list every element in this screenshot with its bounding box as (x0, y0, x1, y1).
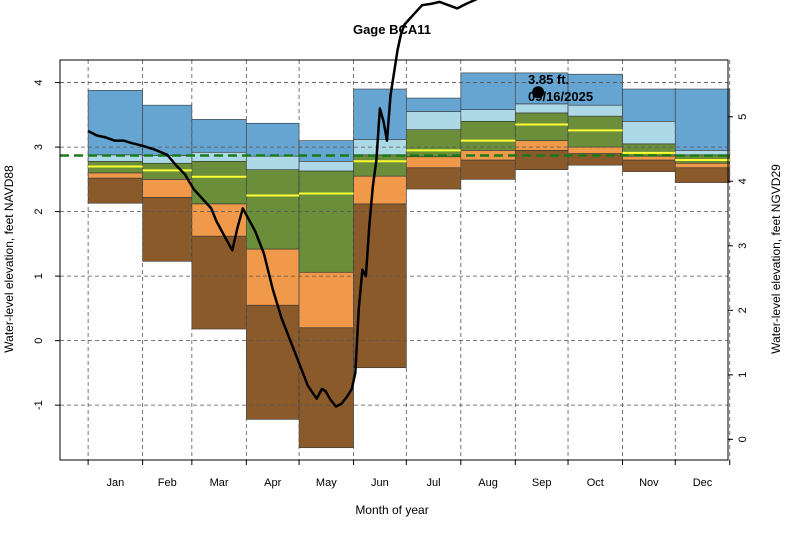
band-min-p10-mar (191, 235, 247, 330)
band-p75-p90-apr (246, 155, 300, 170)
band-min-p10-nov (622, 159, 676, 172)
band-min-p10-jul (406, 167, 462, 190)
band-p90-max-apr (246, 122, 300, 157)
band-p10-p25-feb (142, 179, 193, 198)
band-p75-p90-nov (622, 120, 676, 145)
series-line (87, 0, 478, 408)
band-p25-p75-apr (246, 169, 300, 250)
band-p10-p25-mar (191, 203, 247, 237)
current-value-label: 3.85 ft. (528, 72, 569, 87)
band-p10-p25-sep (514, 140, 569, 151)
y-tick-label-right: 1 (737, 372, 749, 378)
band-p90-max-aug (460, 72, 516, 110)
band-p10-p25-jan (87, 172, 143, 179)
band-p75-p90-jul (406, 111, 462, 130)
water-level-series (87, 0, 545, 408)
y-tick-label-left: -1 (33, 400, 45, 410)
band-p25-p75-may (298, 170, 354, 273)
y-tick-label-left: 2 (33, 209, 45, 215)
band-min-p10-apr (246, 304, 300, 420)
band-min-p10-sep (514, 150, 569, 170)
median-lines (88, 123, 730, 197)
band-min-p10-feb (142, 197, 193, 262)
x-tick-label-jul: Jul (427, 477, 441, 489)
band-p75-p90-aug (460, 109, 516, 122)
x-tick-label-jun: Jun (371, 477, 389, 489)
band-p90-max-jul (406, 97, 462, 112)
band-p75-p90-dec (674, 150, 731, 156)
y-tick-label-left: 4 (33, 80, 45, 86)
band-min-p10-jan (87, 177, 143, 204)
band-min-p10-may (298, 327, 354, 449)
y-tick-label-right: 0 (737, 436, 749, 442)
current-date-label: 09/16/2025 (528, 89, 593, 104)
band-p90-max-nov (622, 88, 676, 122)
y-axis-label-left: Water-level elevation, feet NAVD88 (2, 165, 16, 353)
x-tick-label-oct: Oct (587, 477, 604, 489)
band-p25-p75-oct (567, 115, 623, 148)
x-tick-label-dec: Dec (693, 477, 713, 489)
plot-frame (59, 59, 729, 461)
y-tick-label-left: 3 (33, 144, 45, 150)
band-p90-max-may (298, 140, 354, 162)
chart-title: Gage BCA11 (353, 22, 431, 37)
y-axis-label-right: Water-level elevation, feet NGVD29 (769, 164, 783, 354)
band-p10-p25-apr (246, 248, 300, 306)
grid-lines (60, 60, 731, 460)
band-p10-p25-dec (674, 162, 731, 169)
band-min-p10-dec (674, 167, 731, 183)
band-p10-p25-oct (567, 146, 623, 154)
band-p90-max-jan (87, 90, 143, 156)
x-tick-label-jan: Jan (106, 477, 124, 489)
y-tick-label-right: 3 (737, 243, 749, 249)
x-axis-label: Month of year (355, 503, 428, 517)
band-p25-p75-jun (353, 154, 407, 177)
y-tick-label-left: 0 (33, 338, 45, 344)
y-tick-label-left: 1 (33, 273, 45, 279)
x-tick-label-may: May (316, 477, 337, 489)
band-p75-p90-sep (514, 103, 569, 114)
band-p25-p75-aug (460, 120, 516, 151)
band-p25-p75-jul (406, 129, 462, 158)
band-p25-p75-sep (514, 112, 569, 141)
x-tick-label-mar: Mar (210, 477, 229, 489)
percentile-bands (87, 72, 731, 449)
y-tick-label-right: 4 (737, 178, 749, 184)
y-tick-label-right: 2 (737, 307, 749, 313)
y-tick-label-right: 5 (737, 114, 749, 120)
band-p90-max-dec (674, 88, 731, 151)
axes: -1 0 1 2 3 4 0 1 2 3 4 5 Jan Feb Mar Apr May Jun Jul Aug Sep… (33, 59, 749, 489)
current-value-point (532, 86, 545, 99)
x-tick-label-apr: Apr (264, 477, 281, 489)
band-p90-max-oct (567, 73, 623, 106)
x-tick-label-nov: Nov (639, 477, 659, 489)
band-p10-p25-jun (353, 175, 407, 205)
band-p75-p90-oct (567, 104, 623, 117)
x-tick-label-aug: Aug (478, 477, 498, 489)
band-p10-p25-may (298, 271, 354, 329)
band-p10-p25-jul (406, 156, 462, 169)
band-min-p10-aug (460, 159, 516, 180)
x-tick-label-sep: Sep (532, 477, 552, 489)
x-tick-label-feb: Feb (158, 477, 177, 489)
band-p75-p90-may (298, 160, 354, 172)
band-p75-p90-mar (191, 151, 247, 162)
